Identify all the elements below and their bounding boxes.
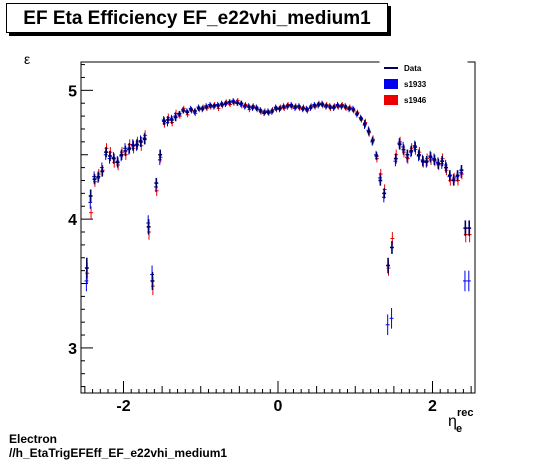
axes: -2 0 2 3 4 5 η e rec ε [24, 51, 476, 435]
y-tick-label: 3 [68, 341, 77, 358]
series-s1946 [85, 98, 472, 296]
plot-frame [80, 61, 476, 394]
data-points [84, 98, 472, 336]
legend-label-data: Data [404, 64, 422, 73]
x-axis-label-sup: rec [457, 407, 474, 419]
chart-title: EF Eta Efficiency EF_e22vhi_medium1 [23, 8, 371, 29]
x-tick-label: -2 [116, 398, 130, 415]
y-tick-label: 4 [68, 212, 77, 229]
title-box: EF Eta Efficiency EF_e22vhi_medium1 [6, 3, 388, 33]
x-tick-label: 0 [274, 398, 283, 415]
series-s1933 [84, 98, 471, 336]
y-axis-label: ε [24, 51, 30, 67]
footer-line1: Electron [9, 432, 58, 446]
legend: Data s1933 s1946 [379, 57, 468, 109]
x-axis-label: η [448, 413, 457, 430]
footer-line2: //h_EtaTrigEFEff_EF_e22vhi_medium1 [9, 446, 228, 460]
legend-marker-s1933 [384, 79, 398, 89]
legend-marker-s1946 [384, 95, 398, 105]
series-data [84, 99, 472, 290]
x-tick-label: 2 [428, 398, 437, 415]
legend-label-s1946: s1946 [404, 96, 427, 105]
y-tick-label: 5 [68, 83, 77, 100]
x-axis-label-sub: e [456, 423, 462, 435]
legend-label-s1933: s1933 [404, 80, 427, 89]
